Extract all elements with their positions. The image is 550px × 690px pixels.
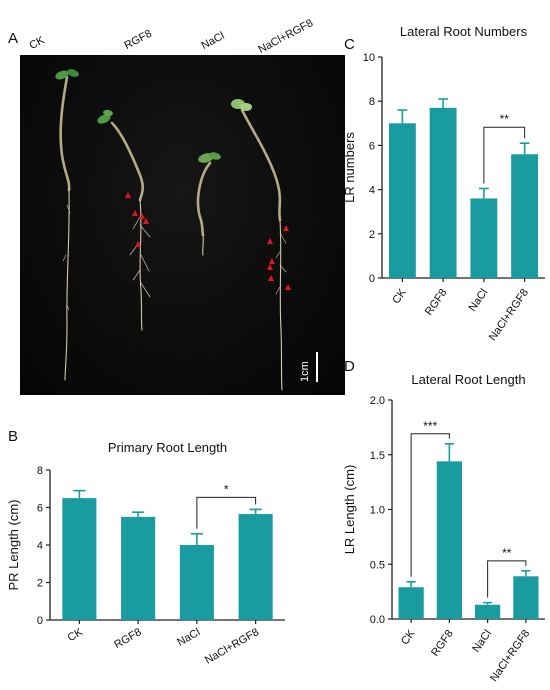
y-tick-label: 2 [369, 229, 375, 241]
significance-bracket [483, 126, 526, 184]
x-tick-label: NaCl+RGF8 [203, 626, 261, 667]
y-axis-label: LR numbers [342, 132, 357, 203]
lateral-root-marker [135, 241, 141, 247]
x-tick-label: NaCl [466, 287, 490, 314]
photo-label-rgf8: RGF8 [122, 27, 154, 52]
bar [436, 461, 462, 619]
y-tick-label: 8 [369, 96, 375, 108]
y-tick-label: 4 [369, 185, 375, 197]
y-tick-label: 1.5 [370, 450, 385, 462]
lateral-root-marker [125, 192, 131, 198]
x-tick-label: RGF8 [429, 628, 456, 659]
x-tick-label: NaCl+RGF8 [488, 628, 532, 684]
x-tick-label: CK [390, 286, 409, 306]
lateral-root-marker [269, 258, 275, 264]
significance-bracket [196, 496, 257, 529]
lateral-root-marker [132, 210, 138, 216]
lateral-root-marker [143, 218, 149, 224]
significance-label: *** [423, 419, 437, 433]
significance-label: * [224, 482, 229, 496]
bar [475, 604, 501, 619]
panel-letter-b: B [8, 428, 19, 445]
bar [238, 514, 273, 620]
panel-letter-d: D [344, 358, 355, 375]
x-tick-label: NaCl [175, 626, 202, 649]
significance-bracket [487, 560, 527, 598]
significance-bracket [410, 433, 450, 577]
y-tick-label: 10 [363, 52, 375, 64]
x-tick-label: RGF8 [112, 626, 143, 651]
lateral-root-marker [283, 225, 289, 231]
bar [179, 545, 214, 620]
lateral-root-markers [125, 192, 291, 290]
seedling-ck [55, 69, 79, 381]
chart-title: Lateral Root Numbers [400, 24, 528, 39]
seedling-nacl-rgf8 [231, 99, 287, 391]
panel-letter-a: A [8, 30, 19, 47]
y-tick-label: 4 [37, 540, 43, 552]
bar [398, 587, 424, 619]
scale-bar-label: 1cm [299, 361, 311, 382]
y-tick-label: 0.5 [370, 559, 385, 571]
photo-label-nacl: NaCl [199, 29, 227, 52]
lateral-root-marker [267, 238, 273, 244]
panel-letter-c: C [344, 36, 355, 53]
lateral-root-marker [285, 284, 291, 290]
significance-label: ** [502, 546, 512, 560]
y-tick-label: 8 [37, 465, 43, 477]
seedling-rgf8 [97, 109, 151, 331]
significance-label: ** [500, 112, 510, 126]
chart-lateral-root-length: Lateral Root Length LR Length (cm) 0.0 0.5 1… [342, 372, 545, 684]
bar [513, 576, 539, 619]
seedling-photo-drawing: 1cm [55, 69, 318, 391]
chart-primary-root-length: Primary Root Length PR Length (cm) 0 2 4 6 8 CK… [6, 440, 285, 667]
bar [429, 107, 457, 278]
y-tick-label: 0.0 [370, 614, 385, 626]
bar [388, 123, 416, 278]
x-tick-label: CK [399, 627, 418, 647]
y-axis-label: PR Length (cm) [6, 499, 21, 590]
lateral-root-marker [267, 264, 273, 270]
y-axis-label: LR Length (cm) [342, 465, 357, 555]
lateral-root-marker [268, 275, 274, 281]
x-tick-label: CK [66, 626, 86, 644]
x-tick-label: NaCl+RGF8 [487, 287, 531, 343]
y-tick-label: 2.0 [370, 395, 385, 407]
bar [511, 154, 539, 278]
y-tick-label: 1.0 [370, 505, 385, 517]
chart-lateral-root-numbers: Lateral Root Numbers LR numbers 0 2 4 6 8 10 CK R… [342, 24, 545, 343]
x-tick-label: RGF8 [423, 287, 450, 318]
bar [62, 498, 97, 620]
chart-title: Lateral Root Length [411, 372, 525, 387]
photo-label-nacl-rgf8: NaCl+RGF8 [256, 17, 316, 57]
seedling-nacl [196, 152, 221, 256]
y-tick-label: 0 [369, 273, 375, 285]
photo-label-ck: CK [27, 34, 47, 52]
x-tick-label: NaCl [470, 628, 494, 655]
bar [470, 198, 498, 278]
y-tick-label: 2 [37, 578, 43, 590]
seedling-photo: 1cm [20, 55, 345, 395]
chart-title: Primary Root Length [108, 440, 227, 455]
lateral-root-marker [139, 213, 145, 219]
y-tick-label: 6 [37, 503, 43, 515]
y-tick-label: 0 [37, 615, 43, 627]
bar [121, 516, 156, 620]
y-tick-label: 6 [369, 140, 375, 152]
